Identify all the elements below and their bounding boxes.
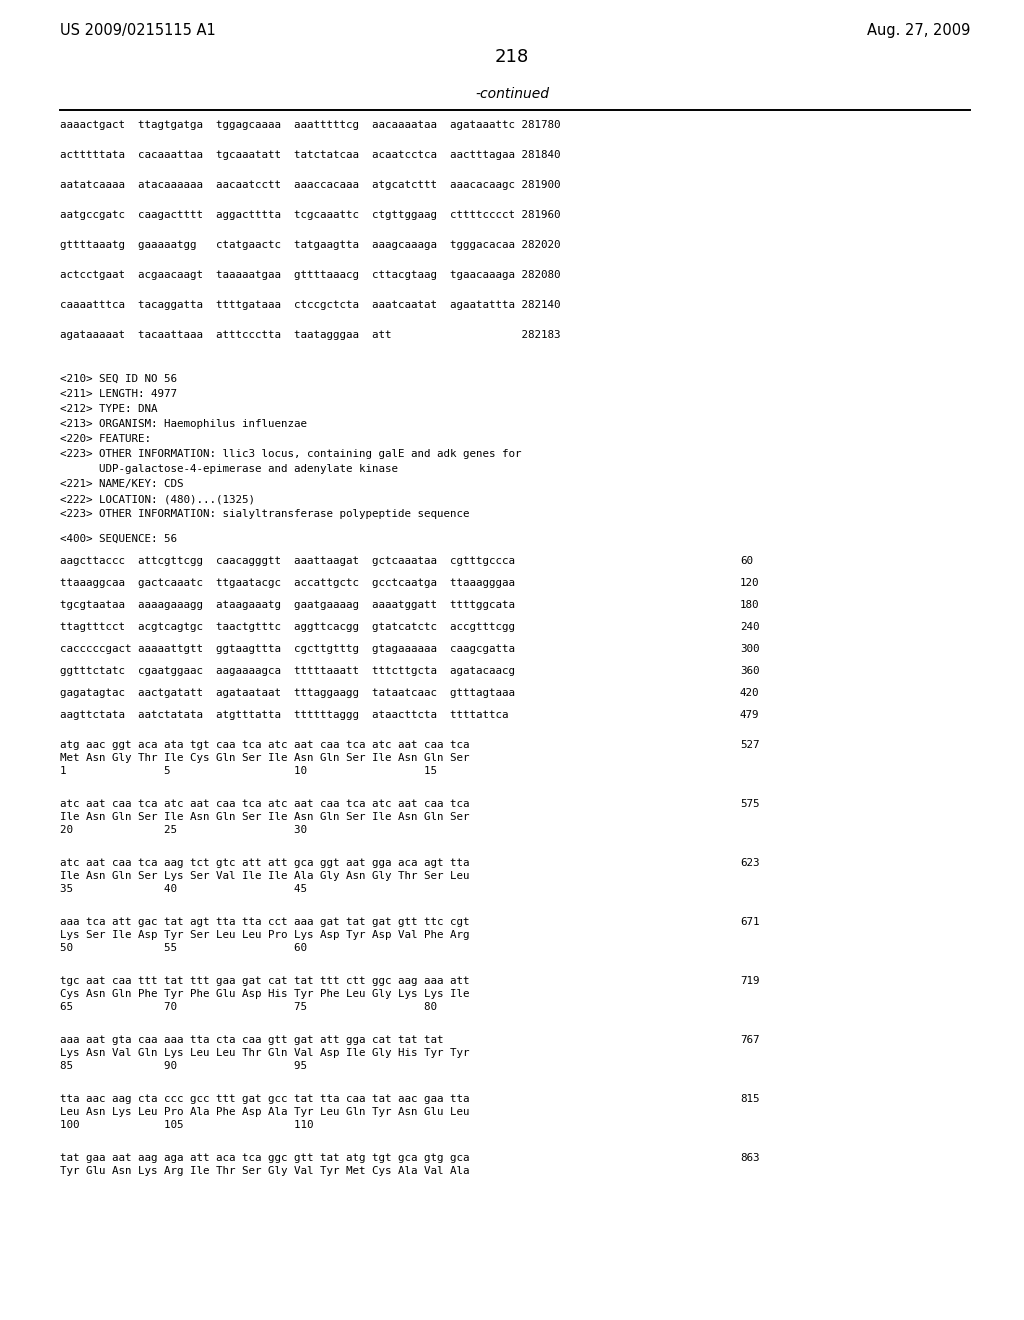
Text: 100             105                 110: 100 105 110 [60, 1119, 313, 1130]
Text: 20              25                  30: 20 25 30 [60, 825, 307, 836]
Text: 65              70                  75                  80: 65 70 75 80 [60, 1002, 437, 1012]
Text: US 2009/0215115 A1: US 2009/0215115 A1 [60, 22, 216, 38]
Text: <220> FEATURE:: <220> FEATURE: [60, 434, 151, 444]
Text: gttttaaatg  gaaaaatgg   ctatgaactc  tatgaagtta  aaagcaaaga  tgggacacaa 282020: gttttaaatg gaaaaatgg ctatgaactc tatgaagt… [60, 240, 560, 249]
Text: caaaatttca  tacaggatta  ttttgataaa  ctccgctcta  aaatcaatat  agaatattta 282140: caaaatttca tacaggatta ttttgataaa ctccgct… [60, 300, 560, 310]
Text: <213> ORGANISM: Haemophilus influenzae: <213> ORGANISM: Haemophilus influenzae [60, 418, 307, 429]
Text: <223> OTHER INFORMATION: sialyltransferase polypeptide sequence: <223> OTHER INFORMATION: sialyltransfera… [60, 510, 469, 519]
Text: 360: 360 [740, 667, 760, 676]
Text: aaa tca att gac tat agt tta tta cct aaa gat tat gat gtt ttc cgt: aaa tca att gac tat agt tta tta cct aaa … [60, 917, 469, 927]
Text: <210> SEQ ID NO 56: <210> SEQ ID NO 56 [60, 374, 177, 384]
Text: <222> LOCATION: (480)...(1325): <222> LOCATION: (480)...(1325) [60, 494, 255, 504]
Text: aatatcaaaa  atacaaaaaa  aacaatcctt  aaaccacaaa  atgcatcttt  aaacacaagc 281900: aatatcaaaa atacaaaaaa aacaatcctt aaaccac… [60, 180, 560, 190]
Text: Tyr Glu Asn Lys Arg Ile Thr Ser Gly Val Tyr Met Cys Ala Val Ala: Tyr Glu Asn Lys Arg Ile Thr Ser Gly Val … [60, 1166, 469, 1176]
Text: aagttctata  aatctatata  atgtttatta  ttttttaggg  ataacttcta  ttttattca: aagttctata aatctatata atgtttatta tttttta… [60, 710, 509, 719]
Text: 420: 420 [740, 688, 760, 698]
Text: tta aac aag cta ccc gcc ttt gat gcc tat tta caa tat aac gaa tta: tta aac aag cta ccc gcc ttt gat gcc tat … [60, 1094, 469, 1104]
Text: Cys Asn Gln Phe Tyr Phe Glu Asp His Tyr Phe Leu Gly Lys Lys Ile: Cys Asn Gln Phe Tyr Phe Glu Asp His Tyr … [60, 989, 469, 999]
Text: Ile Asn Gln Ser Lys Ser Val Ile Ile Ala Gly Asn Gly Thr Ser Leu: Ile Asn Gln Ser Lys Ser Val Ile Ile Ala … [60, 871, 469, 880]
Text: atc aat caa tca aag tct gtc att att gca ggt aat gga aca agt tta: atc aat caa tca aag tct gtc att att gca … [60, 858, 469, 869]
Text: 240: 240 [740, 622, 760, 632]
Text: atc aat caa tca atc aat caa tca atc aat caa tca atc aat caa tca: atc aat caa tca atc aat caa tca atc aat … [60, 799, 469, 809]
Text: <223> OTHER INFORMATION: llic3 locus, containing galE and adk genes for: <223> OTHER INFORMATION: llic3 locus, co… [60, 449, 521, 459]
Text: -continued: -continued [475, 87, 549, 102]
Text: <212> TYPE: DNA: <212> TYPE: DNA [60, 404, 158, 414]
Text: aaaactgact  ttagtgatga  tggagcaaaa  aaatttttcg  aacaaaataa  agataaattc 281780: aaaactgact ttagtgatga tggagcaaaa aaatttt… [60, 120, 560, 129]
Text: ttagtttcct  acgtcagtgc  taactgtttc  aggttcacgg  gtatcatctc  accgtttcgg: ttagtttcct acgtcagtgc taactgtttc aggttca… [60, 622, 515, 632]
Text: agataaaaat  tacaattaaa  atttccctta  taatagggaa  att                    282183: agataaaaat tacaattaaa atttccctta taatagg… [60, 330, 560, 341]
Text: ttaaaggcaa  gactcaaatc  ttgaatacgc  accattgctc  gcctcaatga  ttaaagggaa: ttaaaggcaa gactcaaatc ttgaatacgc accattg… [60, 578, 515, 587]
Text: Lys Ser Ile Asp Tyr Ser Leu Leu Pro Lys Asp Tyr Asp Val Phe Arg: Lys Ser Ile Asp Tyr Ser Leu Leu Pro Lys … [60, 931, 469, 940]
Text: 479: 479 [740, 710, 760, 719]
Text: atg aac ggt aca ata tgt caa tca atc aat caa tca atc aat caa tca: atg aac ggt aca ata tgt caa tca atc aat … [60, 741, 469, 750]
Text: 300: 300 [740, 644, 760, 653]
Text: aaa aat gta caa aaa tta cta caa gtt gat att gga cat tat tat: aaa aat gta caa aaa tta cta caa gtt gat … [60, 1035, 443, 1045]
Text: 85              90                  95: 85 90 95 [60, 1061, 307, 1071]
Text: 767: 767 [740, 1035, 760, 1045]
Text: Lys Asn Val Gln Lys Leu Leu Thr Gln Val Asp Ile Gly His Tyr Tyr: Lys Asn Val Gln Lys Leu Leu Thr Gln Val … [60, 1048, 469, 1059]
Text: actcctgaat  acgaacaagt  taaaaatgaa  gttttaaacg  cttacgtaag  tgaacaaaga 282080: actcctgaat acgaacaagt taaaaatgaa gttttaa… [60, 271, 560, 280]
Text: tgc aat caa ttt tat ttt gaa gat cat tat ttt ctt ggc aag aaa att: tgc aat caa ttt tat ttt gaa gat cat tat … [60, 975, 469, 986]
Text: Ile Asn Gln Ser Ile Asn Gln Ser Ile Asn Gln Ser Ile Asn Gln Ser: Ile Asn Gln Ser Ile Asn Gln Ser Ile Asn … [60, 812, 469, 822]
Text: actttttata  cacaaattaa  tgcaaatatt  tatctatcaa  acaatcctca  aactttagaa 281840: actttttata cacaaattaa tgcaaatatt tatctat… [60, 150, 560, 160]
Text: 60: 60 [740, 556, 753, 566]
Text: 50              55                  60: 50 55 60 [60, 942, 307, 953]
Text: cacccccgact aaaaattgtt  ggtaagttta  cgcttgtttg  gtagaaaaaa  caagcgatta: cacccccgact aaaaattgtt ggtaagttta cgcttg… [60, 644, 515, 653]
Text: Aug. 27, 2009: Aug. 27, 2009 [866, 22, 970, 38]
Text: aatgccgatc  caagactttt  aggactttta  tcgcaaattc  ctgttggaag  cttttcccct 281960: aatgccgatc caagactttt aggactttta tcgcaaa… [60, 210, 560, 220]
Text: tat gaa aat aag aga att aca tca ggc gtt tat atg tgt gca gtg gca: tat gaa aat aag aga att aca tca ggc gtt … [60, 1152, 469, 1163]
Text: 180: 180 [740, 601, 760, 610]
Text: gagatagtac  aactgatatt  agataataat  tttaggaagg  tataatcaac  gtttagtaaa: gagatagtac aactgatatt agataataat tttagga… [60, 688, 515, 698]
Text: <211> LENGTH: 4977: <211> LENGTH: 4977 [60, 389, 177, 399]
Text: 671: 671 [740, 917, 760, 927]
Text: <221> NAME/KEY: CDS: <221> NAME/KEY: CDS [60, 479, 183, 488]
Text: UDP-galactose-4-epimerase and adenylate kinase: UDP-galactose-4-epimerase and adenylate … [60, 465, 398, 474]
Text: Leu Asn Lys Leu Pro Ala Phe Asp Ala Tyr Leu Gln Tyr Asn Glu Leu: Leu Asn Lys Leu Pro Ala Phe Asp Ala Tyr … [60, 1107, 469, 1117]
Text: aagcttaccc  attcgttcgg  caacagggtt  aaattaagat  gctcaaataa  cgtttgccca: aagcttaccc attcgttcgg caacagggtt aaattaa… [60, 556, 515, 566]
Text: 120: 120 [740, 578, 760, 587]
Text: 623: 623 [740, 858, 760, 869]
Text: 1               5                   10                  15: 1 5 10 15 [60, 766, 437, 776]
Text: <400> SEQUENCE: 56: <400> SEQUENCE: 56 [60, 535, 177, 544]
Text: 527: 527 [740, 741, 760, 750]
Text: Met Asn Gly Thr Ile Cys Gln Ser Ile Asn Gln Ser Ile Asn Gln Ser: Met Asn Gly Thr Ile Cys Gln Ser Ile Asn … [60, 752, 469, 763]
Text: 863: 863 [740, 1152, 760, 1163]
Text: tgcgtaataa  aaaagaaagg  ataagaaatg  gaatgaaaag  aaaatggatt  ttttggcata: tgcgtaataa aaaagaaagg ataagaaatg gaatgaa… [60, 601, 515, 610]
Text: 575: 575 [740, 799, 760, 809]
Text: 35              40                  45: 35 40 45 [60, 884, 307, 894]
Text: 719: 719 [740, 975, 760, 986]
Text: 815: 815 [740, 1094, 760, 1104]
Text: ggtttctatc  cgaatggaac  aagaaaagca  tttttaaatt  tttcttgcta  agatacaacg: ggtttctatc cgaatggaac aagaaaagca tttttaa… [60, 667, 515, 676]
Text: 218: 218 [495, 48, 529, 66]
